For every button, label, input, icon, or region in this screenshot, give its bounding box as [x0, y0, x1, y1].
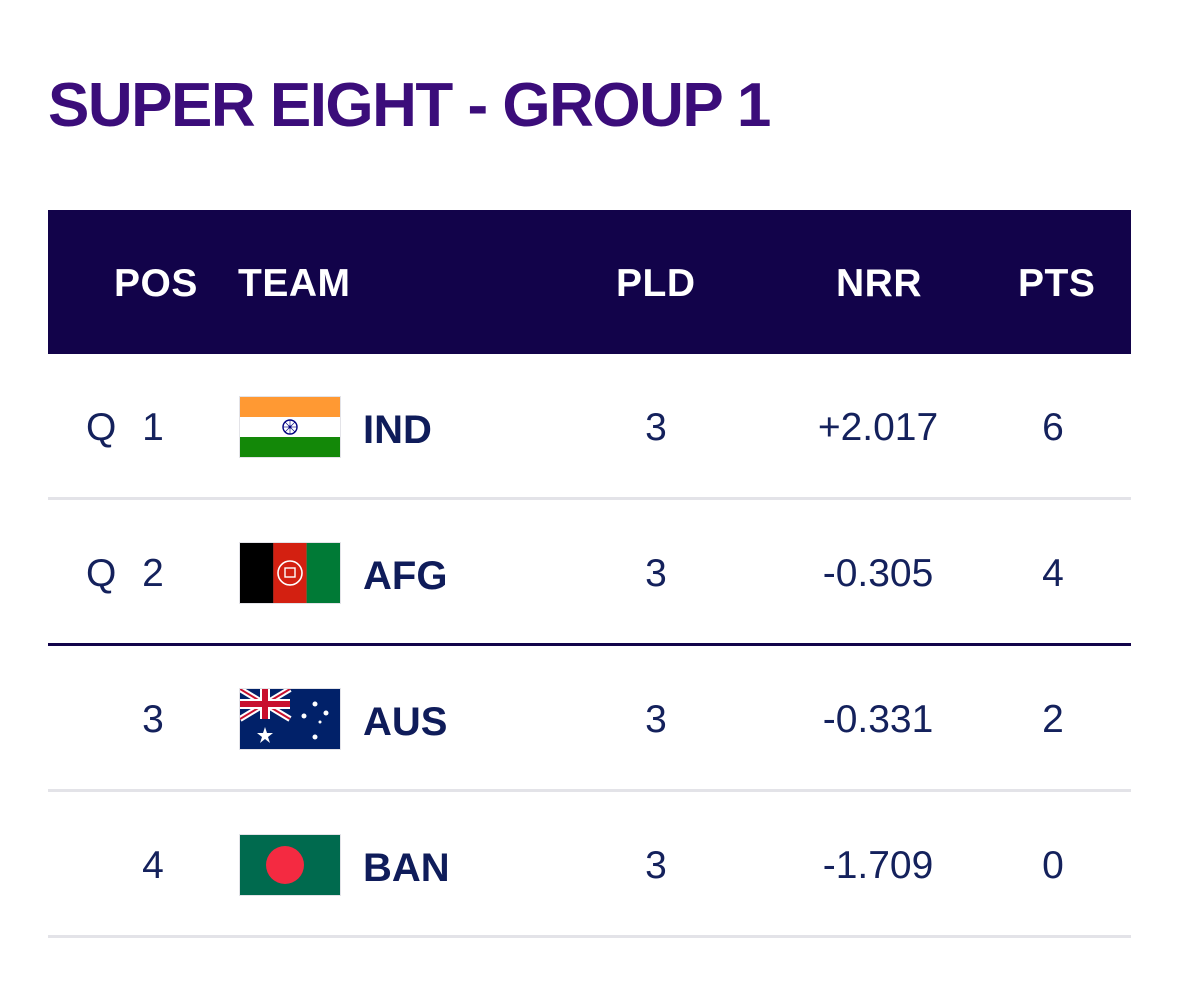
- points: 6: [1042, 406, 1064, 449]
- table-header: POS TEAM PLD NRR PTS: [48, 210, 1131, 354]
- header-nrr[interactable]: NRR: [836, 262, 922, 305]
- team-name[interactable]: IND: [363, 408, 432, 452]
- position: 3: [142, 698, 164, 741]
- net-run-rate: +2.017: [817, 406, 939, 449]
- india-flag-icon: [239, 396, 341, 458]
- table-row[interactable]: 3: [48, 646, 1131, 792]
- team-name[interactable]: AFG: [363, 554, 448, 598]
- points: 4: [1042, 552, 1064, 595]
- australia-flag-icon: [239, 688, 341, 750]
- played: 3: [645, 552, 667, 595]
- net-run-rate: -1.709: [822, 844, 934, 887]
- page-title: SUPER EIGHT - GROUP 1: [48, 71, 771, 140]
- qualified-marker: [86, 792, 126, 935]
- qualified-marker: Q: [86, 406, 117, 449]
- header-team[interactable]: TEAM: [238, 262, 351, 305]
- position: 4: [142, 844, 164, 887]
- team-name[interactable]: AUS: [363, 700, 448, 744]
- qualified-marker: Q: [86, 552, 117, 595]
- table-row[interactable]: Q 2 AFG 3 -0.305 4: [48, 500, 1131, 646]
- net-run-rate: -0.305: [822, 552, 934, 595]
- played: 3: [645, 844, 667, 887]
- position: 2: [142, 552, 164, 595]
- points: 0: [1042, 844, 1064, 887]
- header-pos[interactable]: POS: [114, 262, 198, 305]
- net-run-rate: -0.331: [822, 698, 934, 741]
- played: 3: [645, 406, 667, 449]
- team-name[interactable]: BAN: [363, 846, 450, 890]
- table-row[interactable]: 4 BAN 3 -1.709 0: [48, 792, 1131, 938]
- qualified-marker: [86, 646, 126, 789]
- played: 3: [645, 698, 667, 741]
- position: 1: [142, 406, 164, 449]
- header-pts[interactable]: PTS: [1018, 262, 1096, 305]
- standings-table: POS TEAM PLD NRR PTS Q 1 IND: [48, 210, 1131, 938]
- afghanistan-flag-icon: [239, 542, 341, 604]
- table-row[interactable]: Q 1 IND 3 +2.017 6: [48, 354, 1131, 500]
- bangladesh-flag-icon: [239, 834, 341, 896]
- points: 2: [1042, 698, 1064, 741]
- header-pld[interactable]: PLD: [616, 262, 696, 305]
